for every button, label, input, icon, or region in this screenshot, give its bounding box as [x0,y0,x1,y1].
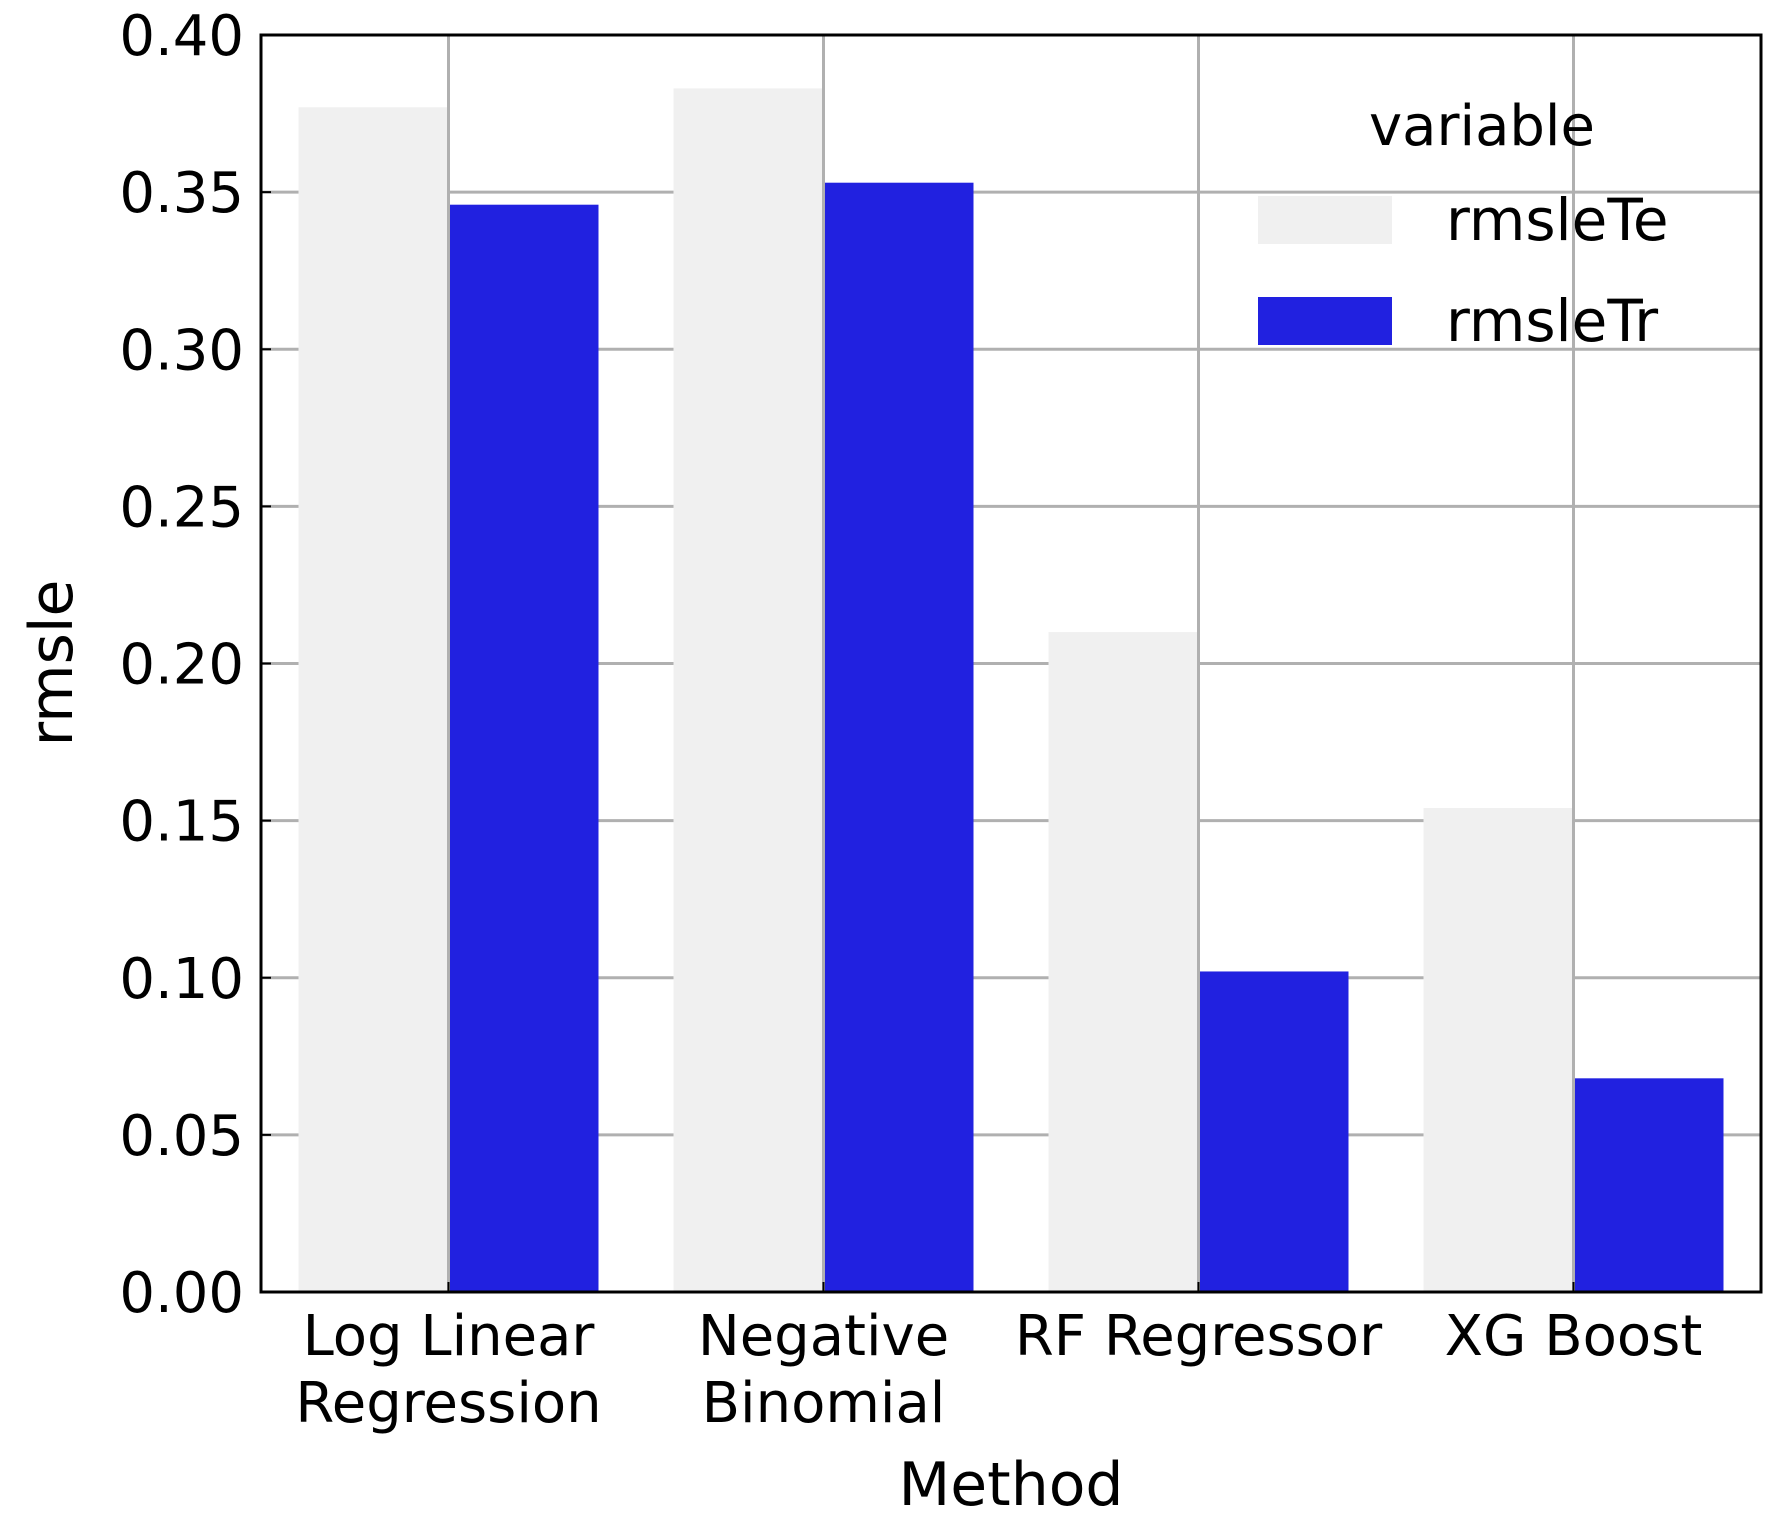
x-tick-label-line: Regression [295,1371,601,1436]
x-axis-ticks: Log Linear Regression Negative Binomial RF R… [295,1282,1702,1436]
legend-swatch-rmsleTe [1258,196,1392,244]
bar-rmsleTe-2 [1048,632,1199,1292]
y-tick-label: 0.10 [119,947,244,1012]
y-tick-label: 0.15 [119,790,244,855]
y-tick-label: 0.05 [119,1104,244,1169]
y-tick-label: 0.30 [119,318,244,383]
bar-rmsleTr-1 [823,182,974,1292]
x-tick-label: XG Boost [1445,1304,1703,1369]
bar-rmsleTe-3 [1423,808,1574,1292]
y-axis-ticks: 0.00 0.05 0.10 0.15 0.20 0.25 0.30 0.35 0.40 [119,4,271,1326]
y-tick-label: 0.35 [119,161,244,226]
x-tick-label-line: Log Linear [303,1304,596,1369]
y-tick-label: 0.25 [119,475,244,540]
bar-rmsleTr-3 [1573,1078,1724,1292]
legend-items: rmsleTe rmsleTr [1258,186,1669,355]
bar-rmsleTr-2 [1198,971,1349,1292]
x-tick-label: Log Linear Regression [295,1304,601,1436]
legend-swatch-rmsleTr [1258,297,1392,345]
legend-label-rmsleTr: rmsleTr [1446,287,1658,355]
legend-title: variable [1369,94,1595,159]
legend-label-rmsleTe: rmsleTe [1446,186,1669,254]
bar-rmsleTe-1 [673,88,824,1293]
x-tick-label: Negative Binomial [698,1304,949,1436]
x-axis-label: Method [898,1450,1123,1520]
bars [298,88,1724,1293]
y-tick-label: 0.40 [119,4,244,69]
y-tick-label: 0.00 [119,1261,244,1326]
y-axis-label: rmsle [17,580,87,747]
bar-rmsleTe-0 [298,107,449,1293]
x-tick-label-line: Binomial [702,1371,946,1436]
x-tick-label-line: Negative [698,1304,949,1369]
vertical-grid-lines [447,35,1575,1292]
bar-rmsleTr-0 [448,204,599,1292]
x-tick-label: RF Regressor [1015,1304,1383,1369]
x-tick-label-line: RF Regressor [1015,1304,1383,1369]
x-tick-label-line: XG Boost [1445,1304,1703,1369]
legend: variable rmsleTe rmsleTr [1258,94,1669,355]
y-tick-label: 0.20 [119,633,244,698]
